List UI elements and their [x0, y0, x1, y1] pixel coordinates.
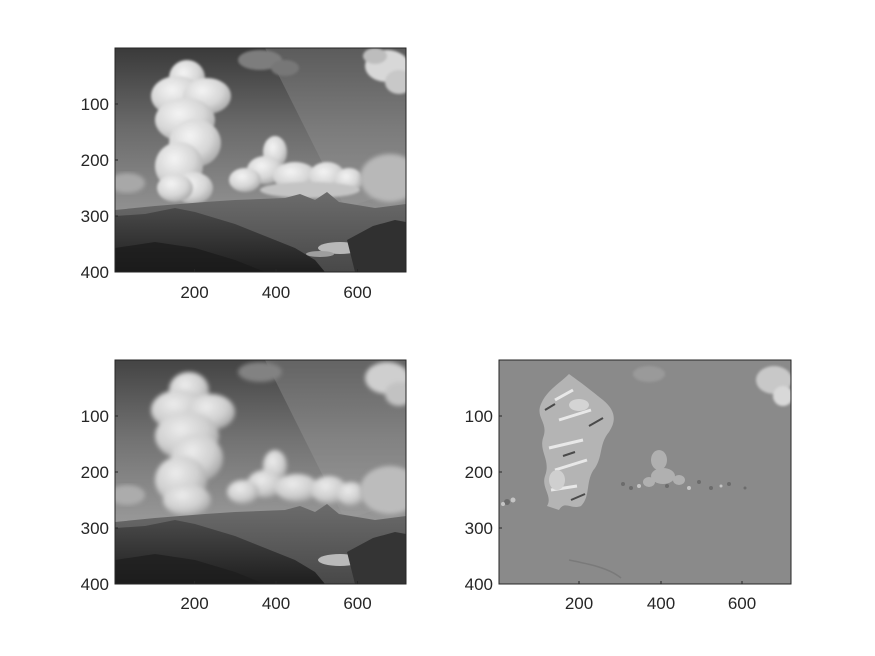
y-tick-label: 400 — [81, 575, 109, 594]
y-tick-label: 100 — [465, 407, 493, 426]
y-tick-label: 200 — [81, 151, 109, 170]
x-tick-label: 400 — [262, 283, 290, 302]
x-tick-label: 200 — [180, 283, 208, 302]
difference-image — [499, 360, 793, 584]
x-tick-label: 600 — [728, 594, 756, 613]
landscape-image — [109, 48, 420, 272]
x-tick-label: 400 — [647, 594, 675, 613]
y-tick-label: 200 — [465, 463, 493, 482]
panel-bottom-right: 200 400 600 100 200 300 400 — [465, 359, 793, 613]
x-tick-label: 600 — [343, 283, 371, 302]
x-tick-label: 200 — [565, 594, 593, 613]
panel-top-left: 200 400 600 100 200 300 400 — [81, 47, 420, 302]
x-tick-label: 200 — [180, 594, 208, 613]
landscape-image — [109, 360, 420, 584]
y-tick-label: 400 — [465, 575, 493, 594]
y-tick-label: 200 — [81, 463, 109, 482]
y-tick-label: 300 — [465, 519, 493, 538]
panel-bottom-left: 200 400 600 100 200 300 400 — [81, 359, 420, 613]
y-tick-label: 400 — [81, 263, 109, 282]
y-tick-label: 100 — [81, 407, 109, 426]
y-tick-label: 300 — [81, 207, 109, 226]
y-tick-label: 100 — [81, 95, 109, 114]
y-tick-label: 300 — [81, 519, 109, 538]
x-tick-label: 600 — [343, 594, 371, 613]
x-tick-label: 400 — [262, 594, 290, 613]
